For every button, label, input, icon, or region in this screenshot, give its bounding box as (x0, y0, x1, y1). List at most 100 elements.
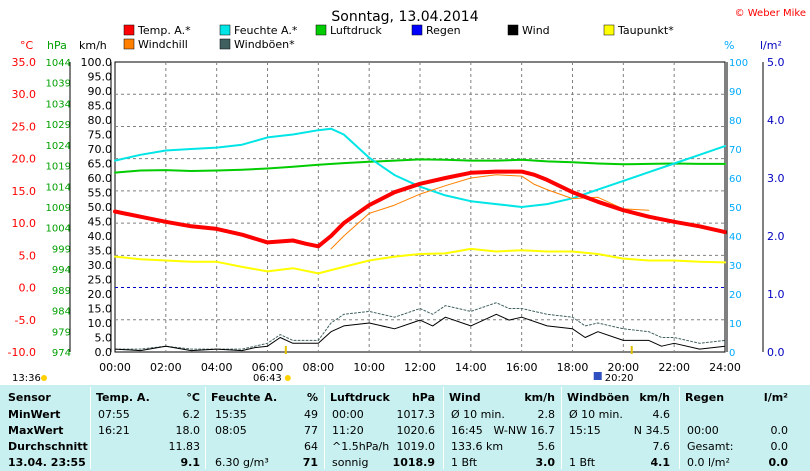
rain-tick-label: 4.0 (767, 114, 785, 127)
legend-label: Windchill (138, 38, 188, 51)
gust-desc: 1 Bft (569, 456, 596, 469)
x-tick-label: 08:00 (302, 361, 334, 374)
series-taupunkt (114, 247, 726, 275)
legend-swatch (315, 24, 327, 36)
legend-swatch (603, 24, 615, 36)
temp-value: 9.1 (180, 456, 201, 469)
temp-time: 16:21 (98, 424, 130, 437)
press-time: 11:20 (332, 424, 364, 437)
press-value: 1018.9 (392, 456, 435, 469)
header-rain-unit: l/m² (763, 391, 788, 404)
temp-value: 18.0 (175, 424, 201, 437)
wind-tick-label: 40.0 (88, 230, 113, 243)
legend-label: Windböen* (234, 38, 295, 51)
temp-tick-label: -5.0 (15, 314, 36, 327)
x-tick-label: 14:00 (455, 361, 487, 374)
rain-value: 0.0 (770, 424, 789, 437)
rain-value: 0.0 (768, 456, 789, 469)
hum-value: 64 (304, 440, 318, 453)
legend-label: Taupunkt* (617, 24, 674, 37)
row-label: 13.04. 23:55 (8, 456, 86, 469)
wind-tick-label: 5.0 (95, 332, 113, 345)
temp-time: 07:55 (98, 408, 130, 421)
wind-tick-label: 50.0 (88, 201, 113, 214)
wind-tick-label: 100.0 (81, 56, 113, 69)
wind-tick-label: 75.0 (88, 129, 113, 142)
sunrise-icon (284, 375, 291, 381)
press-value: 1017.3 (396, 408, 436, 421)
press-tick-label: 989 (52, 286, 71, 297)
x-tick-label: 12:00 (404, 361, 436, 374)
rain-tick-label: 0.0 (767, 346, 785, 359)
x-tick-label: 04:00 (201, 361, 233, 374)
press-time: 00:00 (332, 408, 364, 421)
rain-axis-unit: l/m² (760, 39, 782, 52)
wind-dir: W-NW 16.7 (493, 424, 556, 437)
row-label: Durchschnitt (8, 440, 88, 453)
wind-value: 5.6 (537, 440, 556, 453)
wind-tick-label: 85.0 (88, 100, 113, 113)
axis-units: °C hPa km/h% l/m² (20, 39, 782, 52)
temp-tick-label: 35.0 (12, 56, 37, 69)
x-tick-label: 06:00 (252, 361, 284, 374)
legend-label: Regen (426, 24, 461, 37)
copyright-label: © Weber Mike (735, 8, 806, 19)
hum-tick-label: 10 (729, 319, 742, 330)
wind-tick-label: 55.0 (88, 187, 113, 200)
press-tick-label: 994 (52, 265, 71, 276)
press-tick-label: 999 (52, 244, 71, 255)
rain-desc: 0.0 l/m² (687, 456, 730, 469)
sunrise-label: 06:43 (253, 373, 282, 384)
legend-swatch (123, 24, 135, 36)
temp-tick-label: 30.0 (12, 88, 37, 101)
wind-tick-label: 80.0 (88, 114, 113, 127)
left-marker: 13:36 (12, 373, 41, 384)
hum-tick-label: 100 (729, 58, 748, 69)
press-axis-unit: hPa (47, 39, 67, 52)
series-feuchte-a (114, 127, 726, 208)
press-time: ^1.5hPa/h (332, 440, 390, 453)
temp-tick-label: 20.0 (12, 153, 37, 166)
header-wind: Wind (449, 391, 481, 404)
legend-swatch (219, 38, 231, 50)
hum-value: 49 (304, 408, 318, 421)
temp-tick-label: 25.0 (12, 120, 37, 133)
hum-tick-label: 50 (729, 203, 742, 214)
series-luftdruck (114, 158, 726, 174)
series-temp-a (113, 169, 727, 249)
header-press: Luftdruck (330, 391, 390, 404)
wind-tick-label: 0.0 (95, 346, 113, 359)
column-divider (443, 387, 444, 469)
header-hum: Feuchte A. (211, 391, 278, 404)
gust-desc: 15:15 (569, 424, 601, 437)
press-tick-label: 1019 (46, 162, 71, 173)
wind-desc: 1 Bft (451, 456, 478, 469)
wind-tick-label: 90.0 (88, 85, 113, 98)
hum-time: 08:05 (215, 424, 247, 437)
press-value: 1020.6 (396, 424, 436, 437)
legend-label: Temp. A.* (137, 24, 191, 37)
row-label: MinWert (8, 408, 61, 421)
header-gust: Windböen (567, 391, 630, 404)
legend-swatch (507, 24, 519, 36)
press-time: sonnig (332, 456, 369, 469)
wind-tick-label: 60.0 (88, 172, 113, 185)
temp-value: 11.83 (168, 440, 201, 453)
press-tick-label: 974 (52, 348, 71, 359)
temp-value: 6.2 (182, 408, 201, 421)
sunset-icon (593, 372, 602, 380)
marker-sun-icon (41, 375, 47, 381)
press-tick-label: 1009 (46, 203, 71, 214)
wind-tick-label: 95.0 (88, 71, 113, 84)
hum-tick-label: 40 (729, 232, 742, 243)
column-divider (90, 387, 91, 469)
hum-tick-label: 60 (729, 174, 742, 185)
wind-desc: 133.6 km (451, 440, 504, 453)
press-tick-label: 1039 (46, 79, 71, 90)
series-windb-en (114, 302, 726, 350)
header-sensor: Sensor (8, 391, 51, 404)
press-tick-label: 1014 (46, 182, 71, 193)
gust-desc: Ø 10 min. (569, 408, 623, 421)
hum-tick-label: 30 (729, 261, 742, 272)
wind-value: 2.8 (537, 408, 556, 421)
